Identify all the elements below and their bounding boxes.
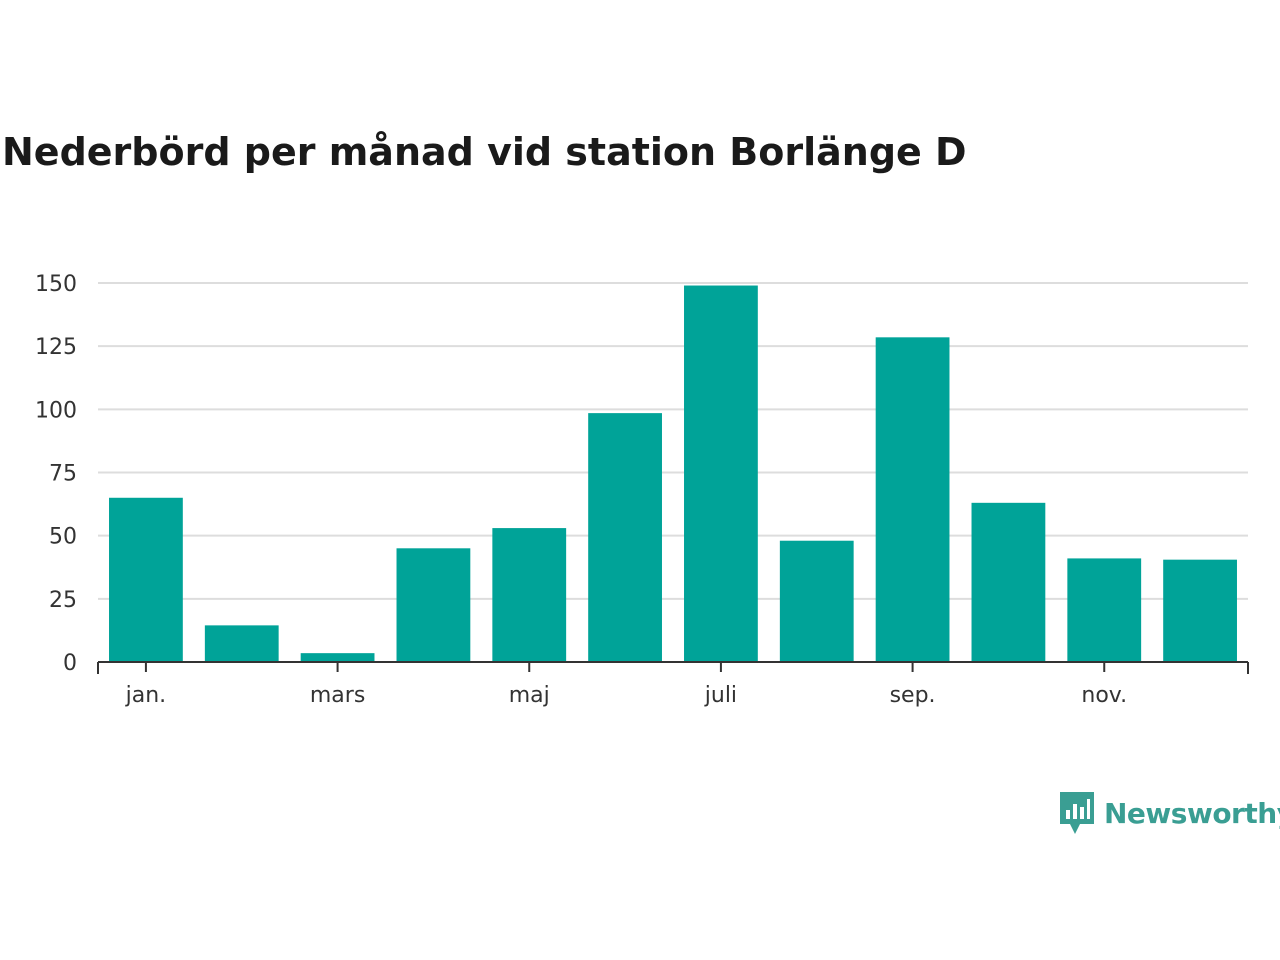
bar-dec[interactable] — [1163, 559, 1237, 662]
bar-apr[interactable] — [396, 548, 471, 662]
axes — [97, 661, 1249, 674]
x-tick-label: sep. — [890, 683, 936, 708]
brand-logo: Newsworthy — [1058, 790, 1280, 836]
bar-feb[interactable] — [204, 625, 279, 662]
bar-aug[interactable] — [779, 540, 854, 662]
bars — [109, 285, 1237, 662]
x-tick-label: nov. — [1081, 683, 1127, 708]
y-tick-label: 50 — [49, 525, 77, 550]
y-tick-label: 25 — [49, 588, 77, 613]
bar-nov[interactable] — [1067, 558, 1142, 662]
bar-jan[interactable] — [109, 497, 183, 662]
y-tick-label: 75 — [49, 462, 77, 487]
x-tick-label: juli — [704, 683, 737, 708]
gridlines — [98, 282, 1248, 600]
bar-juli[interactable] — [684, 285, 758, 662]
y-tick-label: 0 — [63, 651, 77, 676]
y-tick-label: 150 — [35, 272, 77, 297]
bar-okt[interactable] — [971, 502, 1046, 662]
x-tick-label: jan. — [125, 683, 167, 708]
y-tick-label: 125 — [35, 335, 77, 360]
y-tick-label: 100 — [35, 398, 77, 423]
chart-title: Nederbörd per månad vid station Borlänge… — [2, 130, 967, 174]
bar-sep[interactable] — [875, 337, 950, 662]
x-tick-label: mars — [310, 683, 365, 708]
tick-labels: 0 25 50 75 100 125 150 jan. mars maj juli sep. nov. — [35, 272, 1127, 708]
x-tick-label: maj — [509, 683, 550, 708]
bar-juni[interactable] — [588, 413, 662, 662]
brand-name: Newsworthy — [1104, 796, 1280, 830]
bar-mars[interactable] — [300, 653, 375, 662]
newsworthy-logo-icon — [1060, 792, 1094, 834]
bar-maj[interactable] — [492, 528, 567, 662]
